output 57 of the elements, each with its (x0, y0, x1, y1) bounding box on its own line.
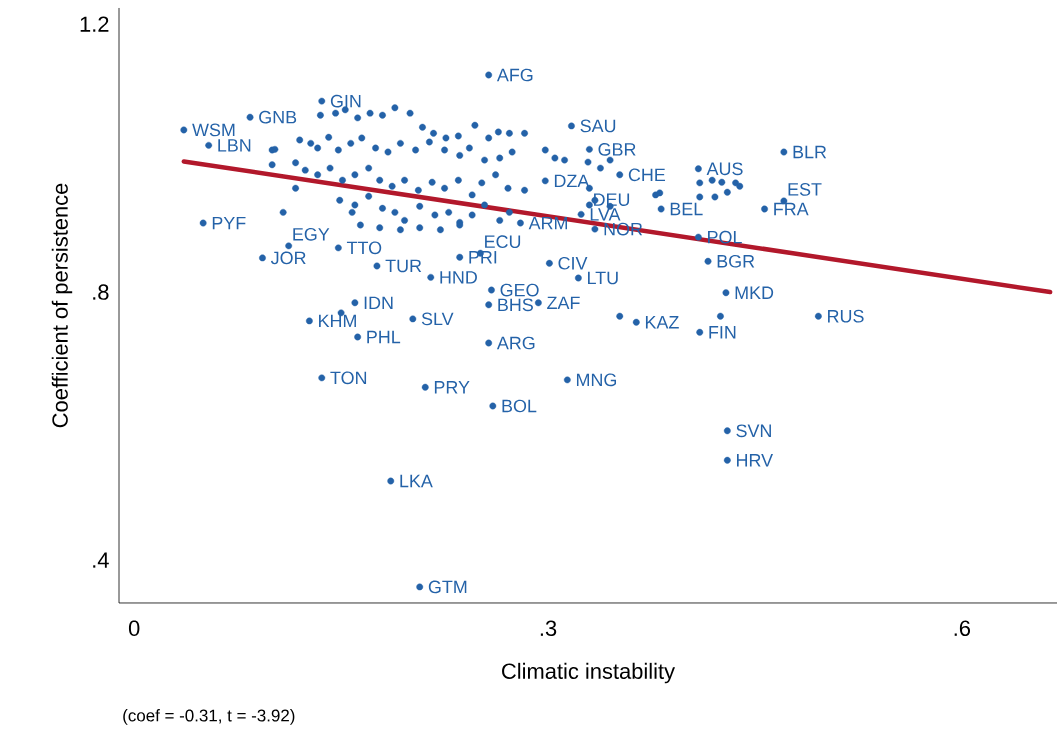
data-label: JOR (270, 251, 306, 265)
text: (coef = -0.31, t = -3.92) (123, 709, 295, 725)
data-label: ZAF (547, 296, 580, 309)
data-label: WSM (192, 123, 235, 137)
data-label: LVA (590, 208, 621, 221)
data-label: RUS (828, 309, 864, 323)
data-label: AFG (496, 68, 533, 82)
data-label: CIV (558, 256, 588, 270)
data-label: TON (330, 371, 367, 385)
x-tick-label: 0 (128, 620, 140, 637)
data-label: ARM (528, 216, 567, 230)
data-label: GBR (598, 143, 636, 156)
data-label: KHM (319, 314, 356, 328)
data-label: BLR (793, 145, 827, 159)
data-label: PHL (367, 330, 401, 344)
y-axis-title: Coefficient of persistence (51, 183, 73, 428)
data-label: LBN (218, 139, 251, 152)
data-label: BHS (498, 298, 533, 312)
data-label: EGY (293, 227, 330, 241)
data-label: SLV (421, 312, 454, 326)
data-label: LKA (400, 474, 433, 488)
data-label: POL (708, 230, 742, 244)
data-label: GTM (428, 580, 467, 594)
data-label: FRA (774, 202, 809, 216)
data-label: EST (788, 183, 822, 196)
data-label: ARG (496, 336, 535, 350)
data-label: BEL (670, 202, 703, 216)
y-tick-label: .4 (93, 552, 109, 568)
data-label: KAZ (645, 316, 679, 329)
data-label: LTU (588, 271, 618, 285)
data-label: NOR (604, 222, 643, 236)
data-label: PYF (212, 216, 246, 230)
data-label: TTO (346, 241, 382, 255)
x-axis-title: Climatic instability (502, 662, 675, 684)
data-label: GEO (500, 283, 539, 297)
data-label: IDN (364, 296, 393, 309)
y-tick-label: .8 (93, 284, 109, 300)
data-label: MKD (735, 286, 774, 299)
data-label: GNB (259, 110, 297, 124)
data-label: PRY (434, 381, 470, 394)
data-label: TUR (385, 259, 422, 273)
data-label: HRV (737, 454, 773, 467)
data-label: CHE (628, 168, 666, 182)
data-label: SAU (580, 119, 616, 133)
data-label: BOL (502, 399, 537, 413)
y-tick-label: 1.2 (80, 16, 109, 32)
data-label: FIN (709, 326, 736, 339)
data-label: DZA (554, 174, 590, 188)
data-label: SVN (736, 424, 771, 438)
x-tick-label: .6 (954, 620, 971, 637)
data-label: MNG (576, 373, 617, 387)
data-label: GIN (330, 94, 361, 108)
data-label: HND (440, 271, 477, 284)
x-tick-label: .3 (540, 620, 557, 637)
data-label: AUS (706, 162, 743, 176)
data-label: BGR (717, 254, 755, 268)
data-label: ECU (485, 235, 521, 249)
